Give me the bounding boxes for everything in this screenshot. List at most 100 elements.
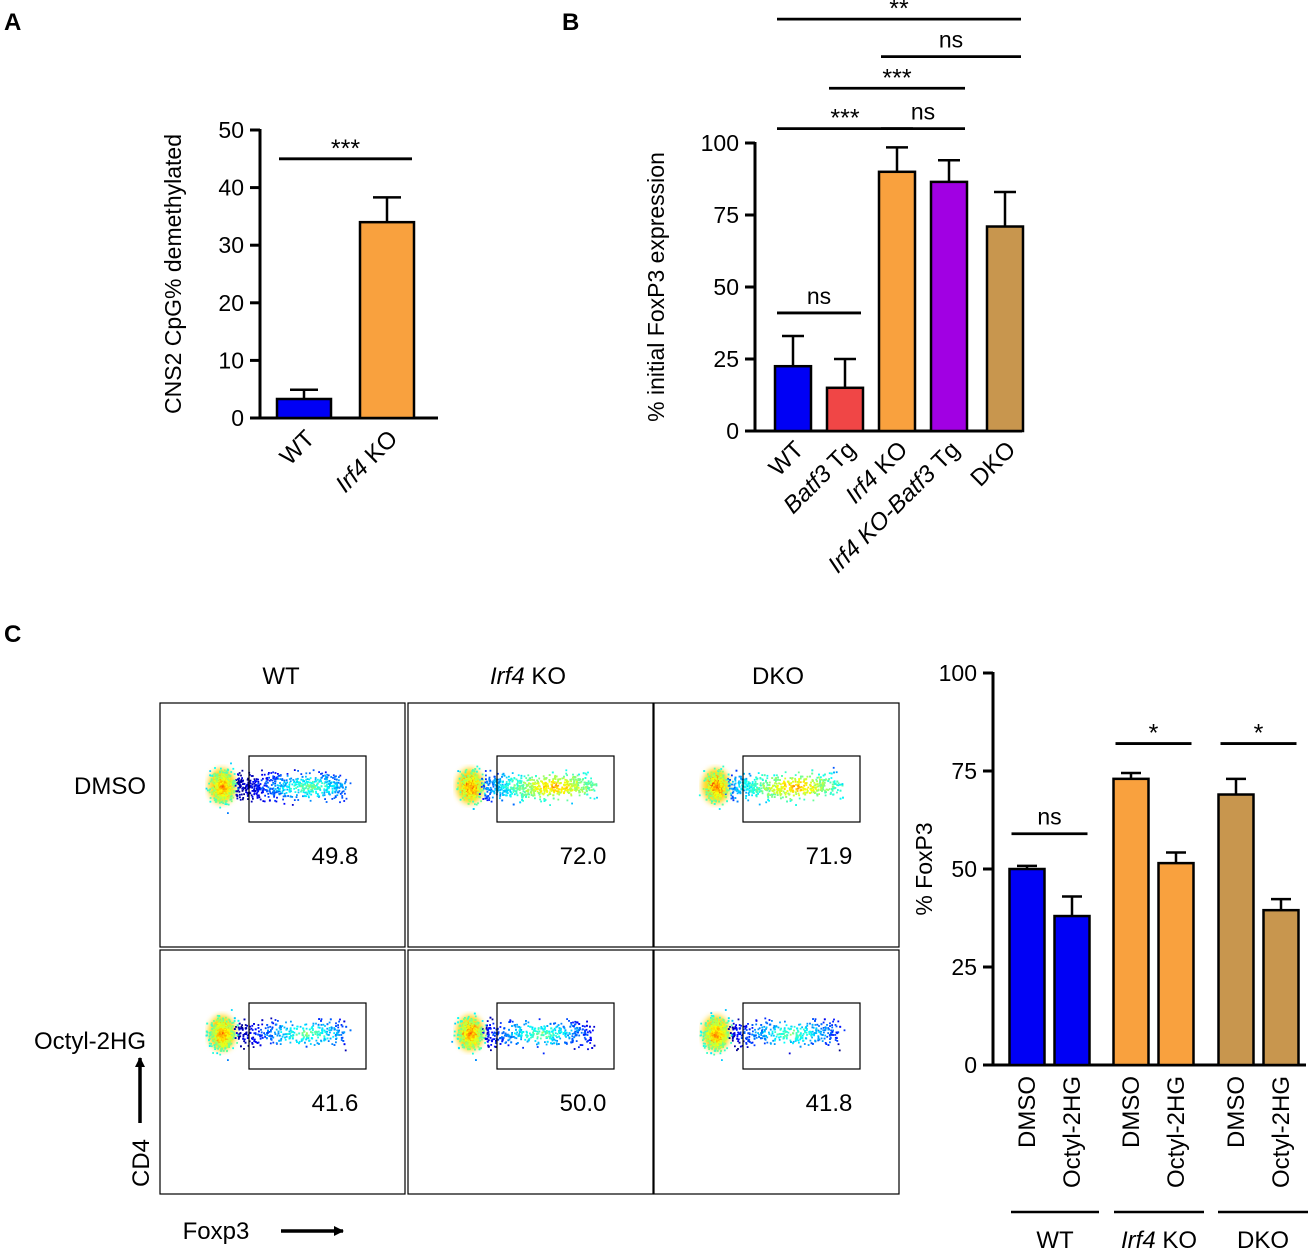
flow-event xyxy=(303,1036,305,1038)
flow-event xyxy=(224,775,227,778)
flow-event xyxy=(225,794,227,797)
flow-event xyxy=(221,1025,224,1028)
flow-plot-frame xyxy=(407,702,654,948)
flow-event xyxy=(565,787,568,789)
flow-event xyxy=(488,778,491,780)
flow-event xyxy=(813,781,816,784)
flow-event xyxy=(241,769,244,772)
flow-event xyxy=(269,1025,272,1028)
flow-event xyxy=(272,782,275,785)
flow-event xyxy=(216,1052,219,1055)
flow-event xyxy=(208,1045,211,1047)
flow-event xyxy=(280,1031,283,1033)
flow-event xyxy=(519,780,521,783)
flow-event xyxy=(487,1034,490,1036)
flow-event xyxy=(468,781,471,784)
flow-event xyxy=(333,784,336,787)
flow-event xyxy=(211,1036,214,1038)
flow-event xyxy=(749,782,752,785)
flow-event xyxy=(230,1037,233,1039)
flow-event xyxy=(769,794,771,796)
flow-event xyxy=(731,783,733,786)
flow-event xyxy=(800,775,802,778)
flow-event xyxy=(211,1028,213,1030)
flow-event xyxy=(243,1033,246,1035)
flow-event xyxy=(820,784,822,787)
flow-event xyxy=(246,792,249,795)
flow-event xyxy=(515,778,518,781)
flow-event xyxy=(591,789,593,791)
flow-event xyxy=(318,1043,320,1045)
flow-event xyxy=(221,777,223,780)
flow-event xyxy=(233,773,236,775)
flow-event xyxy=(468,779,471,781)
flow-event xyxy=(324,1025,326,1027)
flow-event xyxy=(789,777,792,779)
flow-event xyxy=(308,781,311,784)
flow-event xyxy=(784,777,787,780)
flow-event xyxy=(584,786,587,789)
flow-event xyxy=(586,1040,588,1043)
flow-event xyxy=(550,790,553,792)
flow-event xyxy=(522,784,525,786)
flow-event xyxy=(764,789,767,791)
y-tick-label: 0 xyxy=(726,418,739,444)
flow-event xyxy=(714,796,717,799)
flow-event xyxy=(722,787,724,790)
flow-event xyxy=(267,1029,269,1032)
flow-event xyxy=(277,1032,280,1035)
flow-event xyxy=(508,775,510,778)
flow-event xyxy=(228,1046,230,1048)
flow-event xyxy=(266,785,268,788)
flow-event xyxy=(786,800,788,803)
flow-plot: 72.0 xyxy=(407,702,654,948)
flow-plot: 41.6 xyxy=(159,949,406,1195)
flow-point-cloud xyxy=(456,765,598,810)
flow-event xyxy=(566,789,569,791)
flow-event xyxy=(249,1025,252,1028)
flow-event xyxy=(791,777,794,779)
flow-event xyxy=(247,798,249,800)
flow-event xyxy=(726,789,729,792)
flow-event xyxy=(780,783,782,786)
flow-event xyxy=(307,789,310,792)
flow-event xyxy=(722,765,725,768)
flow-event xyxy=(543,777,546,779)
flow-event xyxy=(731,795,734,798)
flow-event xyxy=(790,782,792,785)
flow-event xyxy=(318,786,320,789)
flow-event xyxy=(543,800,546,802)
flow-event xyxy=(499,789,502,791)
y-tick-label: 25 xyxy=(713,346,739,372)
flow-event xyxy=(232,779,235,782)
flow-event xyxy=(284,1038,287,1041)
flow-event xyxy=(765,801,768,804)
flow-event xyxy=(557,778,560,781)
flow-event xyxy=(345,1025,348,1028)
flow-event xyxy=(753,784,755,787)
flow-event xyxy=(236,782,239,784)
flow-event xyxy=(317,793,319,795)
flow-event xyxy=(309,785,311,788)
flow-event xyxy=(304,791,307,794)
flow-event xyxy=(490,1049,492,1052)
flow-event xyxy=(317,1026,320,1029)
flow-event xyxy=(285,1035,288,1038)
flow-event xyxy=(296,1028,298,1030)
flow-event xyxy=(593,783,595,786)
flow-event xyxy=(550,781,553,783)
flow-event xyxy=(329,1037,332,1040)
flow-event xyxy=(801,775,804,778)
flow-event xyxy=(338,776,340,778)
flow-event xyxy=(782,790,785,793)
flow-event xyxy=(471,790,473,793)
flow-event xyxy=(579,788,582,791)
flow-event xyxy=(224,1028,227,1031)
flow-event xyxy=(758,787,761,789)
flow-event xyxy=(235,779,237,781)
flow-event xyxy=(271,1021,274,1024)
flow-event xyxy=(462,780,465,783)
flow-event xyxy=(219,1028,222,1031)
flow-event xyxy=(253,787,256,790)
flow-event xyxy=(335,789,338,792)
